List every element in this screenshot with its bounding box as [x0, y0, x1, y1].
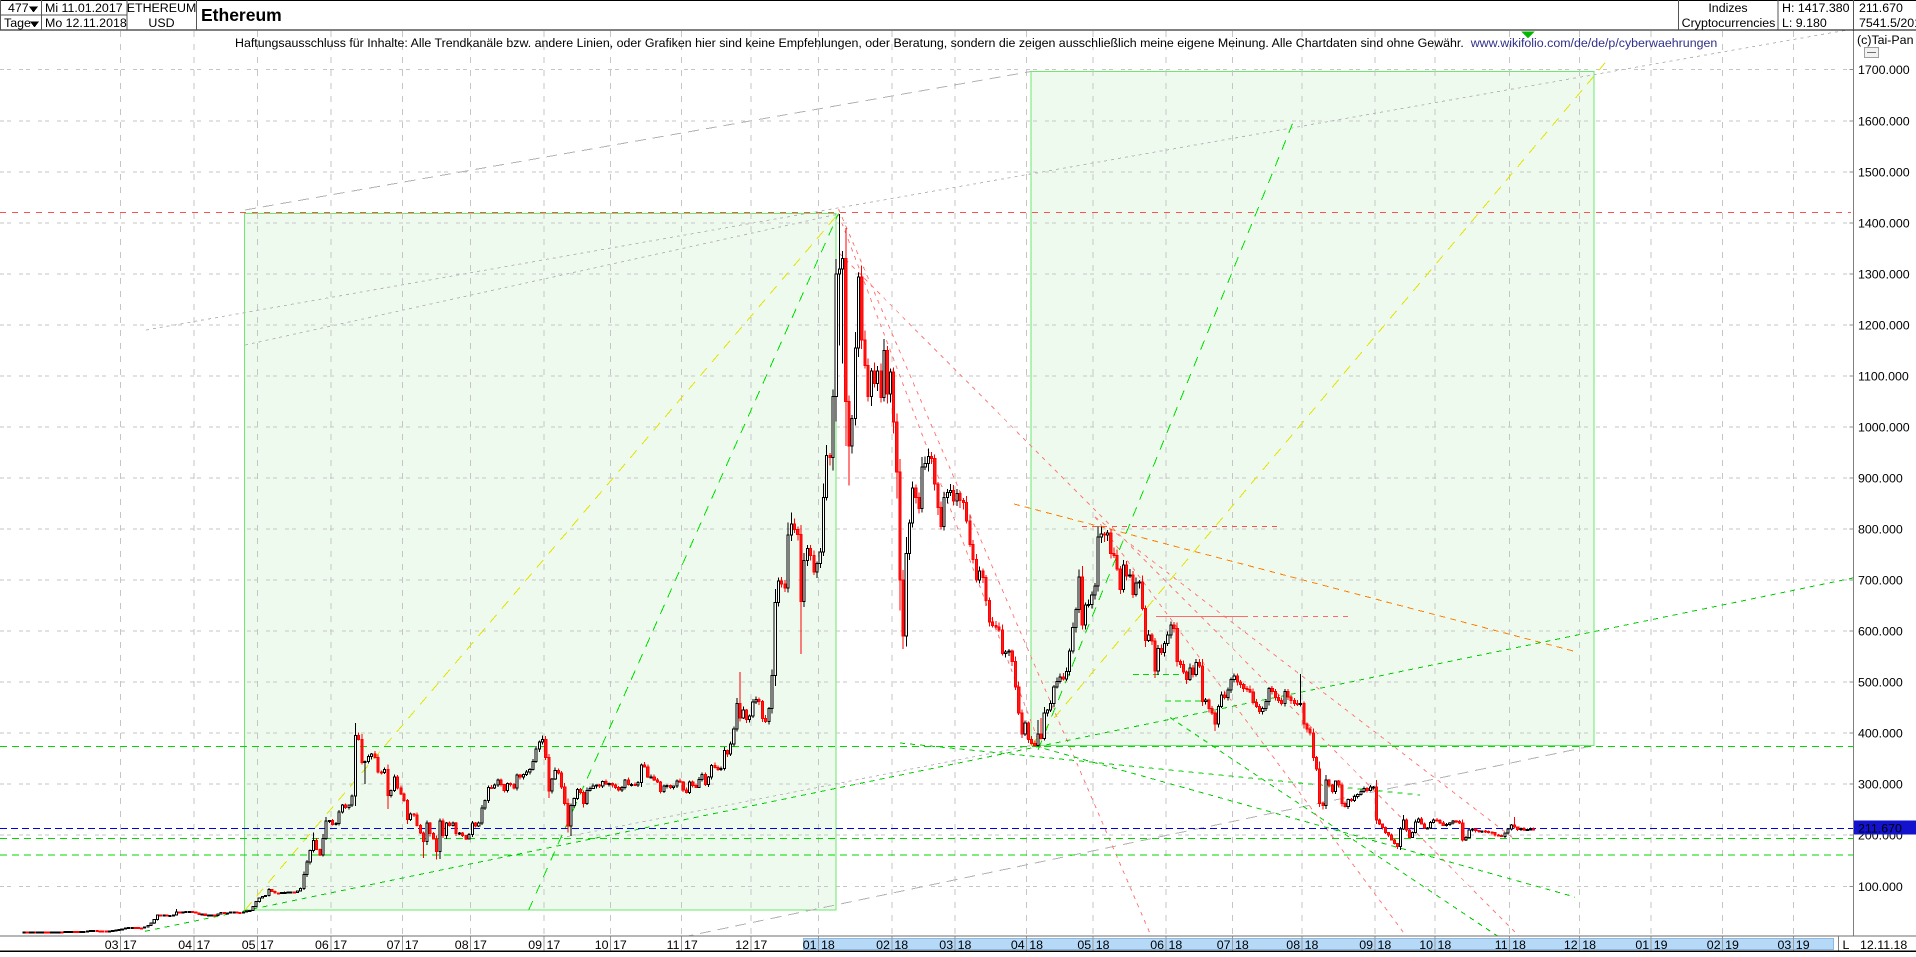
svg-text:12: 12	[1564, 938, 1578, 952]
svg-text:Mo 12.11.2018: Mo 12.11.2018	[45, 16, 127, 30]
svg-text:Ethereum: Ethereum	[201, 5, 282, 25]
svg-text:1300.000: 1300.000	[1858, 267, 1910, 281]
svg-text:17: 17	[260, 938, 274, 952]
svg-text:03: 03	[105, 938, 119, 952]
svg-text:17: 17	[754, 938, 768, 952]
svg-text:17: 17	[613, 938, 627, 952]
svg-text:19: 19	[1654, 938, 1668, 952]
svg-text:1100.000: 1100.000	[1858, 369, 1909, 383]
svg-text:18: 18	[958, 938, 972, 952]
svg-text:18: 18	[1235, 938, 1249, 952]
svg-text:03: 03	[1778, 938, 1792, 952]
svg-text:01: 01	[1635, 938, 1649, 952]
svg-text:L: L	[1843, 938, 1850, 952]
svg-text:7541.5/201: 7541.5/201	[1859, 16, 1916, 30]
svg-text:600.000: 600.000	[1858, 625, 1903, 639]
svg-text:06: 06	[1150, 938, 1164, 952]
svg-text:Indizes: Indizes	[1708, 1, 1747, 15]
svg-text:1600.000: 1600.000	[1858, 114, 1910, 128]
svg-text:03: 03	[939, 938, 953, 952]
svg-text:ETHEREUM: ETHEREUM	[127, 1, 197, 15]
svg-text:07: 07	[1217, 938, 1231, 952]
svg-text:19: 19	[1725, 938, 1739, 952]
svg-text:900.000: 900.000	[1858, 472, 1903, 486]
svg-text:02: 02	[1707, 938, 1721, 952]
svg-text:05: 05	[242, 938, 256, 952]
svg-text:17: 17	[333, 938, 347, 952]
svg-text:18: 18	[821, 938, 835, 952]
svg-text:(c)Tai-Pan: (c)Tai-Pan	[1857, 33, 1914, 47]
svg-text:500.000: 500.000	[1858, 676, 1903, 690]
svg-text:Haftungsausschluss für Inhalte: Haftungsausschluss für Inhalte: Alle Tre…	[235, 36, 1717, 50]
svg-text:1000.000: 1000.000	[1858, 421, 1910, 435]
svg-text:18: 18	[1096, 938, 1110, 952]
svg-text:18: 18	[1582, 938, 1596, 952]
svg-text:10: 10	[1419, 938, 1433, 952]
svg-text:07: 07	[387, 938, 401, 952]
svg-text:12.11.18: 12.11.18	[1860, 938, 1907, 952]
svg-text:800.000: 800.000	[1858, 523, 1903, 537]
svg-text:18: 18	[1029, 938, 1043, 952]
svg-text:H: 1417.380: H: 1417.380	[1782, 1, 1850, 15]
svg-text:17: 17	[197, 938, 211, 952]
svg-text:Mi 11.01.2017: Mi 11.01.2017	[45, 1, 123, 15]
svg-text:08: 08	[455, 938, 469, 952]
svg-text:L: 9.180: L: 9.180	[1782, 16, 1827, 30]
svg-text:09: 09	[528, 938, 542, 952]
svg-text:11: 11	[667, 938, 680, 952]
svg-text:08: 08	[1286, 938, 1300, 952]
svg-text:211.670: 211.670	[1859, 1, 1903, 15]
svg-text:Cryptocurrencies: Cryptocurrencies	[1682, 16, 1776, 30]
svg-text:18: 18	[1438, 938, 1452, 952]
svg-text:18: 18	[1378, 938, 1392, 952]
svg-text:18: 18	[1512, 938, 1526, 952]
svg-text:1200.000: 1200.000	[1858, 318, 1910, 332]
svg-text:02: 02	[876, 938, 890, 952]
svg-text:700.000: 700.000	[1858, 574, 1903, 588]
svg-text:477: 477	[8, 1, 29, 15]
svg-text:10: 10	[595, 938, 609, 952]
svg-text:400.000: 400.000	[1858, 727, 1903, 741]
svg-text:01: 01	[803, 938, 817, 952]
svg-text:18: 18	[1169, 938, 1183, 952]
svg-text:18: 18	[1305, 938, 1319, 952]
svg-text:USD: USD	[148, 16, 174, 30]
svg-text:1700.000: 1700.000	[1858, 63, 1910, 77]
svg-text:05: 05	[1077, 938, 1091, 952]
svg-text:1500.000: 1500.000	[1858, 165, 1910, 179]
svg-text:17: 17	[547, 938, 561, 952]
svg-text:11: 11	[1495, 938, 1508, 952]
svg-text:100.000: 100.000	[1858, 880, 1903, 894]
svg-text:09: 09	[1359, 938, 1373, 952]
svg-text:Tage: Tage	[4, 16, 31, 30]
svg-text:06: 06	[315, 938, 329, 952]
svg-text:19: 19	[1796, 938, 1810, 952]
svg-text:04: 04	[1011, 938, 1025, 952]
svg-text:12: 12	[735, 938, 749, 952]
svg-text:04: 04	[178, 938, 192, 952]
svg-text:211.670: 211.670	[1858, 821, 1902, 835]
svg-text:300.000: 300.000	[1858, 778, 1903, 792]
svg-text:17: 17	[123, 938, 137, 952]
svg-text:17: 17	[684, 938, 698, 952]
svg-text:17: 17	[473, 938, 487, 952]
svg-text:18: 18	[894, 938, 908, 952]
svg-text:1400.000: 1400.000	[1858, 216, 1910, 230]
svg-text:17: 17	[405, 938, 419, 952]
